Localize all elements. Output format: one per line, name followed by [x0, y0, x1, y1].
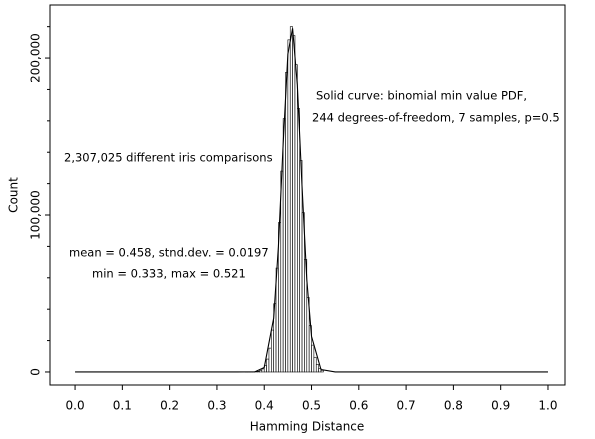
- histogram-bar: [271, 329, 274, 373]
- histogram-bar: [297, 108, 300, 373]
- histogram-bar: [280, 170, 284, 373]
- x-tick-label: 0.3: [207, 399, 226, 413]
- y-tick-label: 100,000: [29, 190, 43, 240]
- pdf-curve: [75, 28, 548, 373]
- x-tick-label: 0.0: [66, 399, 85, 413]
- histogram-bar: [282, 118, 286, 373]
- histogram-bar: [261, 368, 265, 373]
- histogram-bar: [313, 356, 317, 373]
- histogram-bar: [294, 64, 298, 373]
- histogram-bar: [289, 26, 293, 373]
- annotation: mean = 0.458, stnd.dev. = 0.0197: [69, 246, 269, 260]
- histogram-bar: [259, 370, 263, 373]
- annotation: Solid curve: binomial min value PDF,: [316, 89, 527, 103]
- plot-frame: [49, 4, 566, 386]
- histogram-bar: [268, 347, 272, 373]
- histogram-bar: [315, 364, 319, 373]
- histogram-bar: [320, 370, 324, 373]
- histogram-bar: [256, 371, 260, 373]
- annotation: min = 0.333, max = 0.521: [92, 267, 246, 281]
- y-axis-label: Count: [7, 177, 21, 213]
- x-tick-label: 1.0: [538, 399, 557, 413]
- histogram-bar: [292, 35, 296, 373]
- histogram-bar: [285, 72, 289, 373]
- y-tick-label: 0: [29, 368, 43, 376]
- x-tick-label: 0.5: [302, 399, 321, 413]
- annotation: 244 degrees-of-freedom, 7 samples, p=0.5: [312, 111, 560, 125]
- histogram-bar: [287, 39, 291, 373]
- x-tick-label: 0.2: [160, 399, 179, 413]
- y-tick-label: 200,000: [29, 33, 43, 83]
- histogram-bar: [299, 160, 303, 373]
- x-tick-label: 0.6: [349, 399, 368, 413]
- x-tick-label: 0.7: [397, 399, 416, 413]
- x-axis-label: Hamming Distance: [250, 420, 365, 434]
- x-tick-label: 0.9: [491, 399, 510, 413]
- x-tick-label: 0.4: [255, 399, 274, 413]
- x-tick-label: 0.1: [113, 399, 132, 413]
- x-tick-label: 0.8: [444, 399, 463, 413]
- histogram-bar: [311, 344, 315, 373]
- histogram-bar: [266, 358, 270, 373]
- annotation: 2,307,025 different iris comparisons: [64, 151, 273, 165]
